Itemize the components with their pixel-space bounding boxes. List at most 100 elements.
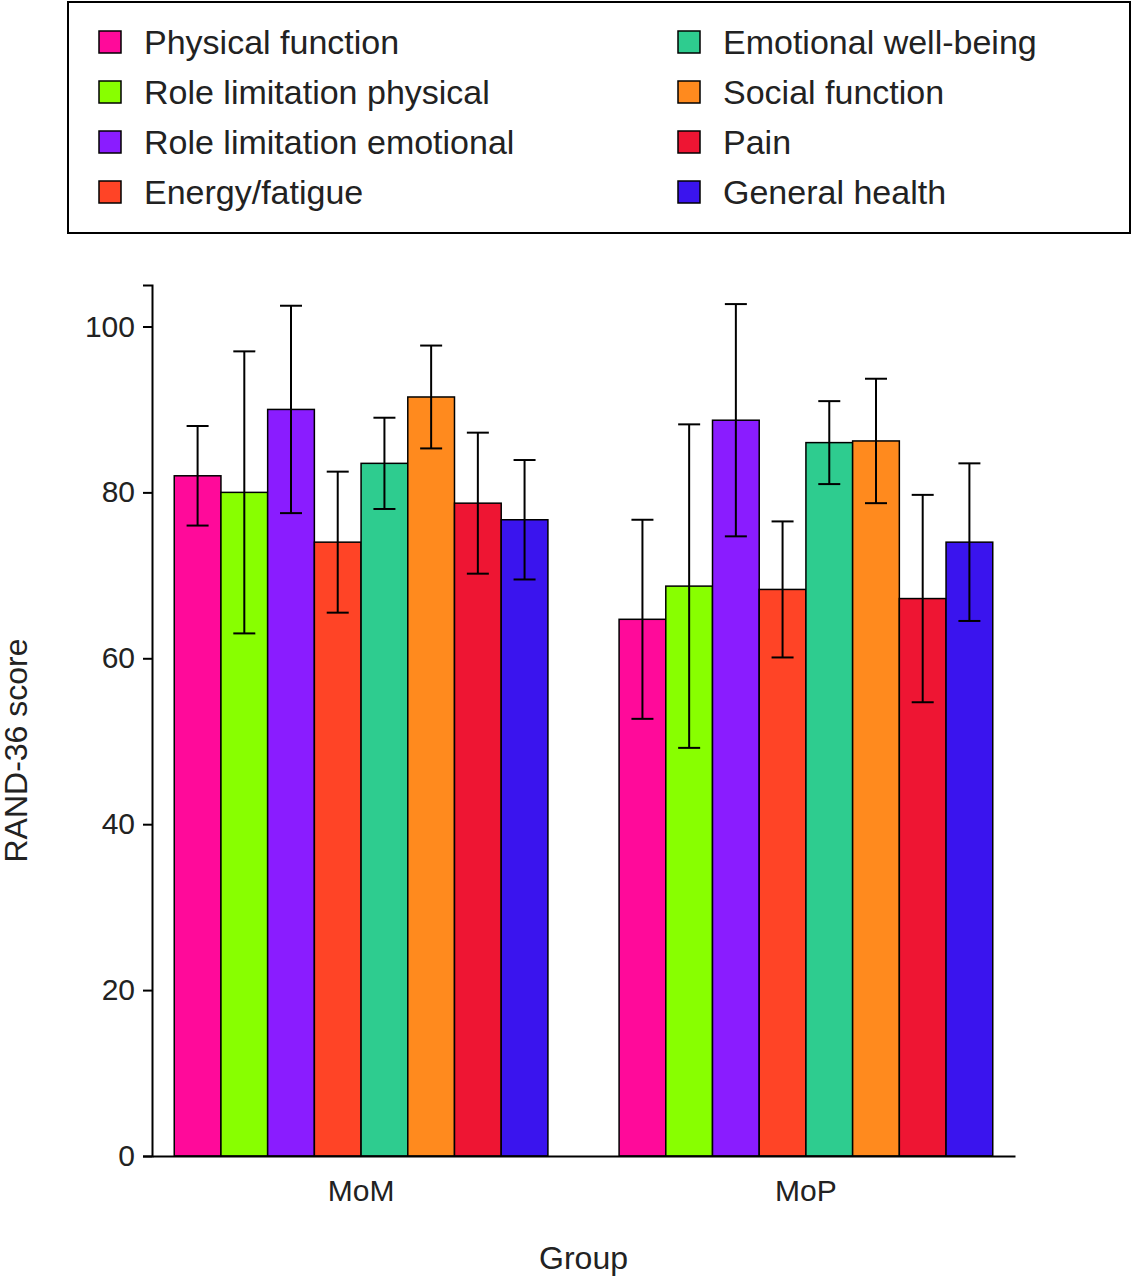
y-tick: 100	[85, 310, 152, 343]
error-bar	[725, 304, 747, 536]
legend-item: General health	[678, 173, 946, 211]
y-tick-label: 20	[102, 973, 135, 1006]
error-bar-line	[467, 573, 489, 575]
error-bar-line	[678, 747, 700, 749]
series	[268, 304, 760, 1156]
x-axis: MoM MoP	[153, 1156, 1016, 1207]
y-axis-line	[143, 286, 153, 1157]
legend-item: Emotional well-being	[678, 23, 1037, 61]
error-bar-line	[420, 345, 442, 347]
legend-label: General health	[723, 173, 946, 211]
error-bar-line	[467, 432, 489, 434]
error-bar-line	[233, 632, 255, 634]
y-axis-title: RAND-36 score	[0, 638, 34, 862]
error-bar-line	[233, 350, 255, 352]
bar	[174, 476, 221, 1156]
x-tick-label: MoP	[775, 1174, 837, 1207]
bar	[853, 441, 900, 1156]
error-bar-line	[912, 494, 934, 496]
error-bar-line	[772, 520, 794, 522]
error-bar-line	[327, 471, 349, 473]
x-tick: MoP	[775, 1156, 837, 1207]
error-bar	[958, 463, 980, 621]
bar	[759, 589, 806, 1156]
error-bar	[373, 418, 395, 509]
y-tick-label: 100	[85, 310, 135, 343]
legend-label: Role limitation emotional	[144, 123, 514, 161]
error-bar-line	[678, 423, 700, 425]
error-bar-line	[420, 447, 442, 449]
legend-swatch	[678, 31, 700, 53]
bar	[408, 397, 455, 1156]
bar	[501, 520, 548, 1156]
x-tick: MoM	[328, 1156, 395, 1207]
legend-item: Social function	[678, 73, 944, 111]
error-bar-line	[772, 656, 794, 658]
error-bar	[467, 433, 489, 574]
error-bar	[420, 346, 442, 449]
error-bar-line	[383, 418, 385, 509]
error-bar-line	[818, 400, 840, 402]
error-bar-line	[958, 620, 980, 622]
legend-swatch	[678, 131, 700, 153]
x-axis-title: Group	[539, 1240, 628, 1276]
bar	[361, 463, 408, 1156]
error-bar-line	[514, 578, 536, 580]
error-bar-line	[912, 701, 934, 703]
series	[454, 433, 946, 1156]
error-bar-line	[337, 472, 339, 613]
error-bar-line	[187, 425, 209, 427]
error-bar-line	[782, 521, 784, 657]
y-tick: 20	[102, 973, 152, 1006]
error-bar	[678, 424, 700, 748]
legend-swatch	[99, 131, 121, 153]
error-bar-line	[280, 305, 302, 307]
error-bar-line	[187, 525, 209, 527]
error-bar-line	[818, 483, 840, 485]
error-bar-line	[477, 433, 479, 574]
error-bar-line	[373, 508, 395, 510]
error-bar-line	[725, 303, 747, 305]
error-bar-line	[865, 502, 887, 504]
bar	[268, 409, 315, 1156]
legend-swatch	[99, 31, 121, 53]
legend-swatch	[678, 81, 700, 103]
legend-item: Physical function	[99, 23, 399, 61]
legend-item: Pain	[678, 123, 791, 161]
series	[408, 346, 900, 1156]
legend-label: Energy/fatigue	[144, 173, 363, 211]
y-tick: 0	[118, 1139, 152, 1172]
error-bar-line	[735, 304, 737, 536]
error-bar-line	[968, 463, 970, 621]
error-bar-line	[922, 495, 924, 702]
error-bar-line	[243, 351, 245, 633]
legend-label: Emotional well-being	[723, 23, 1037, 61]
bar	[946, 542, 993, 1156]
error-bar-line	[828, 401, 830, 484]
error-bar-line	[725, 535, 747, 537]
series	[501, 460, 993, 1156]
legend-item: Energy/fatigue	[99, 173, 363, 211]
error-bar	[912, 495, 934, 702]
y-tick-mark	[143, 990, 152, 992]
plot-area	[174, 304, 993, 1156]
error-bar-line	[290, 306, 292, 513]
error-bar	[327, 472, 349, 613]
error-bar-line	[430, 346, 432, 449]
error-bar-line	[327, 612, 349, 614]
error-bar-line	[875, 379, 877, 503]
legend-label: Role limitation physical	[144, 73, 490, 111]
legend-label: Physical function	[144, 23, 399, 61]
error-bar-line	[373, 417, 395, 419]
error-bar-line	[514, 459, 536, 461]
y-tick: 40	[102, 807, 152, 840]
series	[221, 351, 713, 1156]
chart: Physical function Role limitation physica…	[0, 0, 1135, 1280]
error-bar-line	[197, 426, 199, 526]
y-tick-label: 0	[118, 1139, 135, 1172]
y-tick-label: 80	[102, 475, 135, 508]
y-tick-mark	[143, 492, 152, 494]
y-tick-mark	[143, 1156, 152, 1158]
y-tick: 80	[102, 475, 152, 508]
y-axis: 020406080100	[85, 286, 153, 1173]
